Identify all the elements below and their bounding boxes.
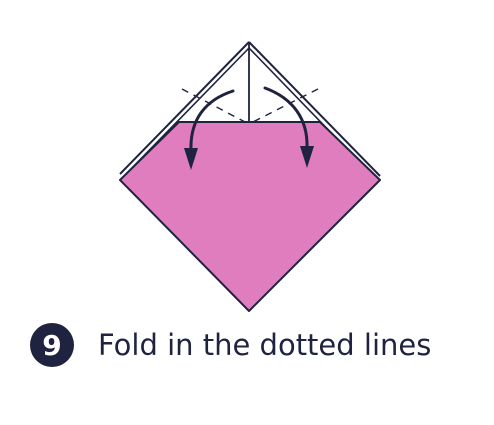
right-flap-edge-outer	[248, 41, 381, 177]
paper-front-layer	[119, 121, 381, 312]
curved-arrow-down-icon	[184, 89, 235, 170]
step-number-badge: 9	[30, 323, 74, 367]
step-number: 9	[42, 328, 62, 362]
curved-arrow-down-icon	[263, 86, 314, 168]
step-instruction: Fold in the dotted lines	[98, 328, 432, 362]
left-flap-edge-outer	[119, 41, 250, 175]
